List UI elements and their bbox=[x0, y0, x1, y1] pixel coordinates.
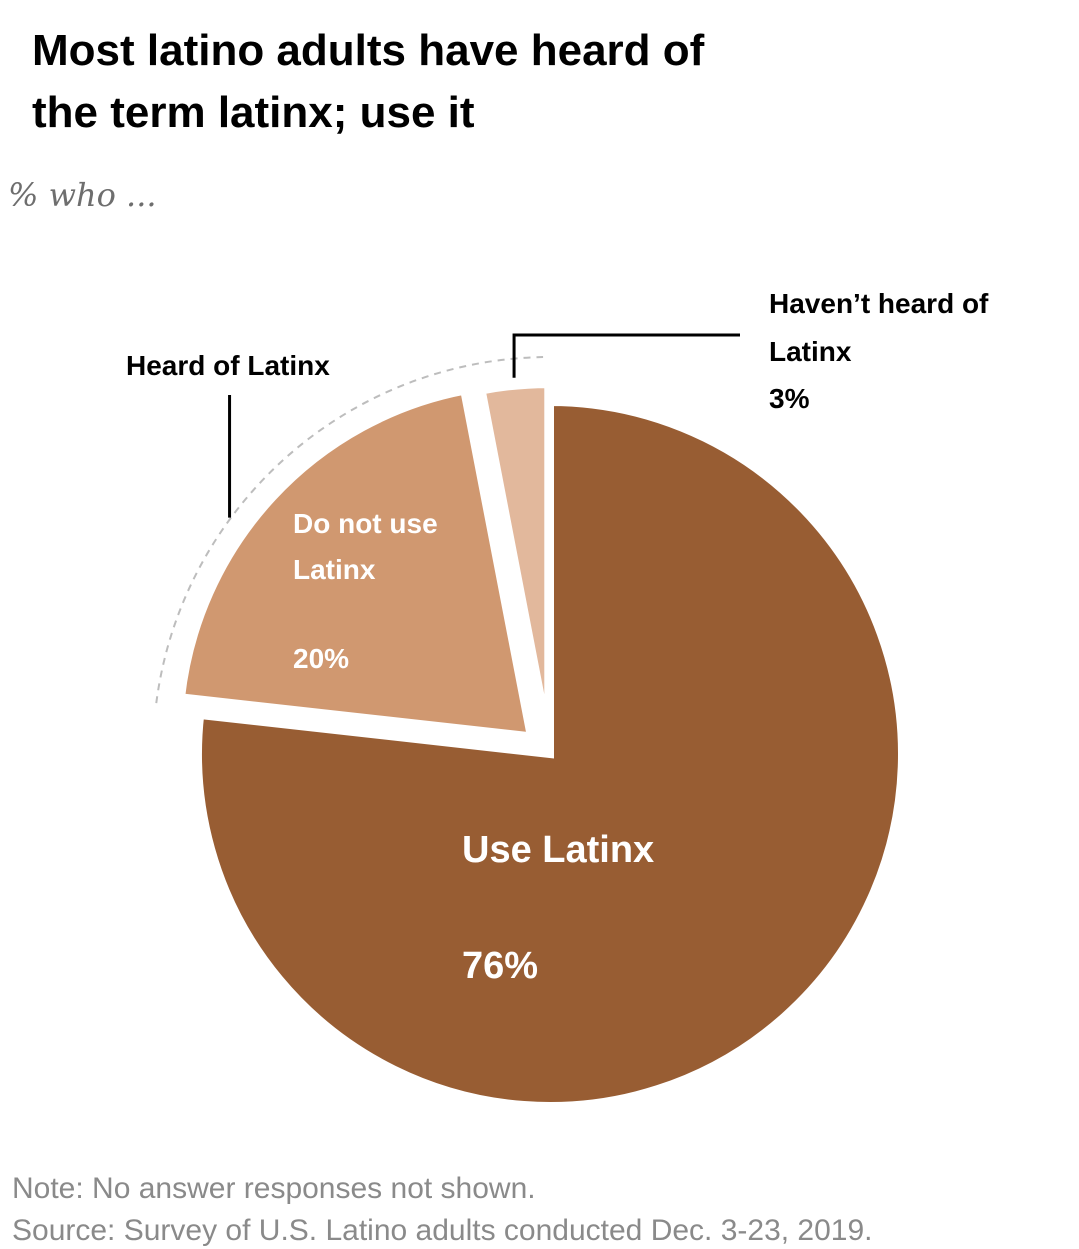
chart-source: Source: Survey of U.S. Latino adults con… bbox=[12, 1214, 873, 1247]
use-latinx-value: 76% bbox=[462, 945, 538, 987]
pie-slice-do-not-use-latinx bbox=[176, 386, 536, 741]
pie-slice-haven-t-heard-of-latinx bbox=[476, 380, 553, 737]
chart-title: Most latino adults have heard of the ter… bbox=[32, 20, 932, 144]
chart-title-line-1: Most latino adults have heard of bbox=[32, 26, 705, 75]
pie-slice-use-latinx bbox=[194, 397, 906, 1110]
do-not-use-label-line-1: Do not use bbox=[293, 508, 438, 539]
heard-of-latinx-label: Heard of Latinx bbox=[126, 350, 330, 381]
heard-of-latinx-bracket bbox=[155, 356, 544, 704]
chart-note: Note: No answer responses not shown. bbox=[12, 1172, 536, 1205]
use-latinx-label: Use Latinx bbox=[462, 829, 654, 871]
chart-title-line-2: the term latinx; use it bbox=[32, 88, 475, 137]
chart-subtitle: % who ... bbox=[8, 176, 157, 214]
pie-chart: Use Latinx 76% Do not use Latinx 20% Haven’t … bbox=[126, 288, 990, 1110]
havent-heard-leader bbox=[512, 333, 740, 378]
do-not-use-value: 20% bbox=[293, 643, 349, 674]
havent-heard-label-line-2: Latinx bbox=[769, 336, 852, 367]
do-not-use-label-line-2: Latinx bbox=[293, 554, 376, 585]
havent-heard-label-line-1: Haven’t heard of bbox=[769, 288, 989, 319]
havent-heard-value: 3% bbox=[769, 383, 810, 414]
